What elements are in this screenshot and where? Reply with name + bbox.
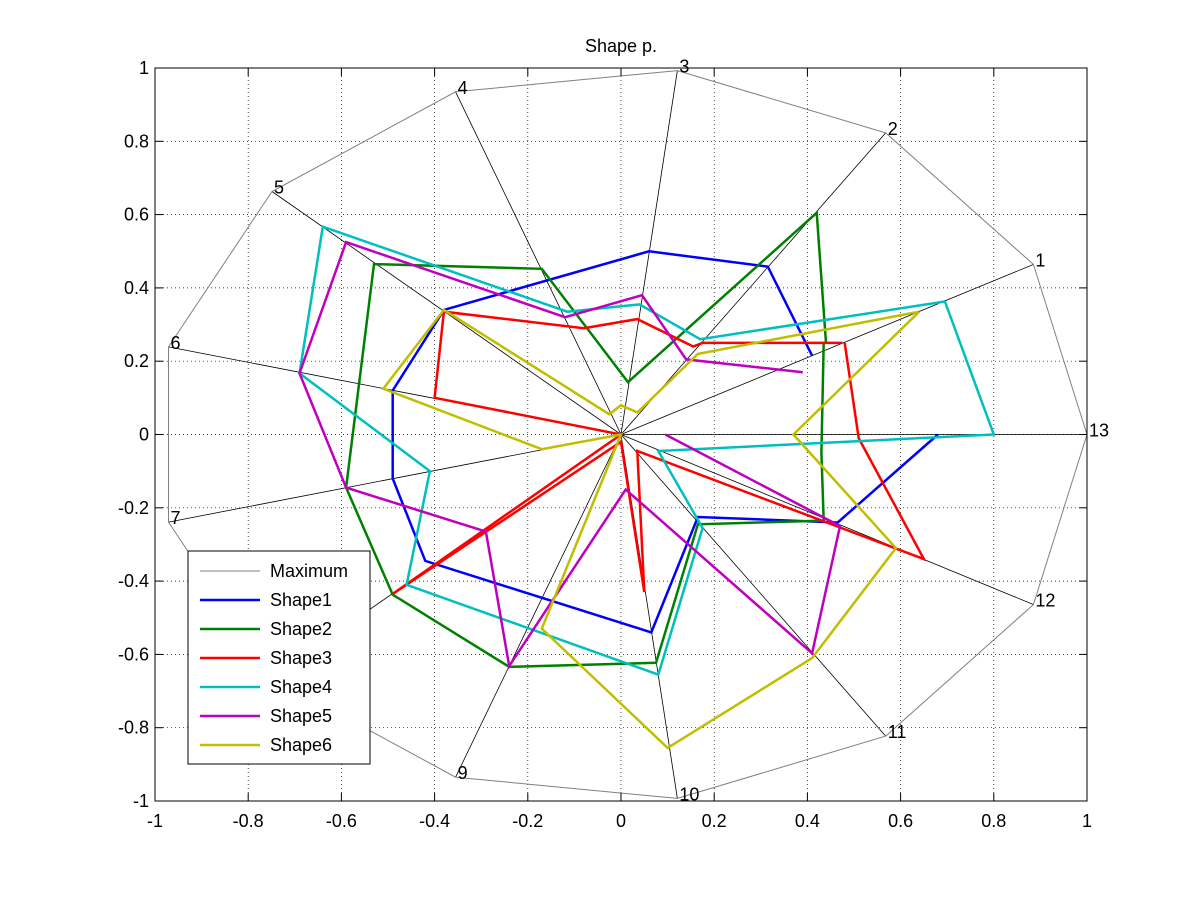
spoke-label-5: 5: [274, 178, 284, 198]
legend-label-shape5: Shape5: [270, 706, 332, 726]
y-tick-label: -1: [133, 791, 149, 811]
spoke-label-4: 4: [458, 78, 468, 98]
y-tick-label: 0.2: [124, 351, 149, 371]
y-tick-label: -0.8: [118, 718, 149, 738]
legend-label-shape6: Shape6: [270, 735, 332, 755]
legend-label-shape4: Shape4: [270, 677, 332, 697]
axis-ticks: -1 -0.8 -0.6 -0.4 -0.2 0 0.2 0.4 0.6 0.8 1 -1 -0.8 -0…: [118, 58, 1092, 831]
legend-label-maximum: Maximum: [270, 561, 348, 581]
spoke-label-1: 1: [1035, 250, 1045, 270]
legend-label-shape1: Shape1: [270, 590, 332, 610]
x-tick-label: -0.6: [326, 811, 357, 831]
chart-title: Shape p.: [585, 36, 657, 56]
legend: Maximum Shape1 Shape2 Shape3 Shape4 Shape5 Sha…: [187, 550, 371, 765]
y-tick-label: 0.4: [124, 278, 149, 298]
x-tick-label: 1: [1082, 811, 1092, 831]
spoke-label-2: 2: [888, 119, 898, 139]
spoke-9: [455, 434, 622, 778]
y-tick-label: -0.2: [118, 498, 149, 518]
x-tick-label: -1: [147, 811, 163, 831]
y-tick-label: -0.6: [118, 644, 149, 664]
x-tick-label: 0.8: [981, 811, 1006, 831]
spoke-1: [620, 264, 1034, 435]
x-tick-label: 0.6: [888, 811, 913, 831]
spoke-11: [620, 434, 886, 737]
legend-box: [187, 550, 371, 765]
y-tick-label: 0: [139, 425, 149, 445]
x-tick-label: 0.4: [795, 811, 820, 831]
x-tick-label: 0: [616, 811, 626, 831]
series-shape5: [298, 240, 842, 670]
y-tick-label: 0.6: [124, 205, 149, 225]
spoke-label-3: 3: [679, 57, 689, 77]
x-tick-label: 0.2: [702, 811, 727, 831]
x-tick-label: -0.2: [512, 811, 543, 831]
spoke-label-12: 12: [1035, 591, 1055, 611]
spoke-label-11: 11: [888, 722, 907, 742]
spoke-label-9: 9: [458, 763, 468, 783]
series-shape4: [298, 225, 996, 677]
spoke-label-7: 7: [171, 508, 181, 528]
spoke-label-13: 13: [1089, 421, 1109, 441]
x-tick-label: -0.8: [233, 811, 264, 831]
y-tick-label: -0.4: [118, 571, 149, 591]
spoke-label-6: 6: [171, 333, 181, 353]
series-shape6: [381, 308, 921, 750]
x-tick-label: -0.4: [419, 811, 450, 831]
spoke-4: [455, 91, 622, 435]
legend-label-shape2: Shape2: [270, 619, 332, 639]
legend-label-shape3: Shape3: [270, 648, 332, 668]
series-shape1: [391, 250, 939, 634]
y-tick-label: 1: [139, 58, 149, 78]
y-tick-label: 0.8: [124, 131, 149, 151]
spoke-label-10: 10: [679, 784, 699, 804]
